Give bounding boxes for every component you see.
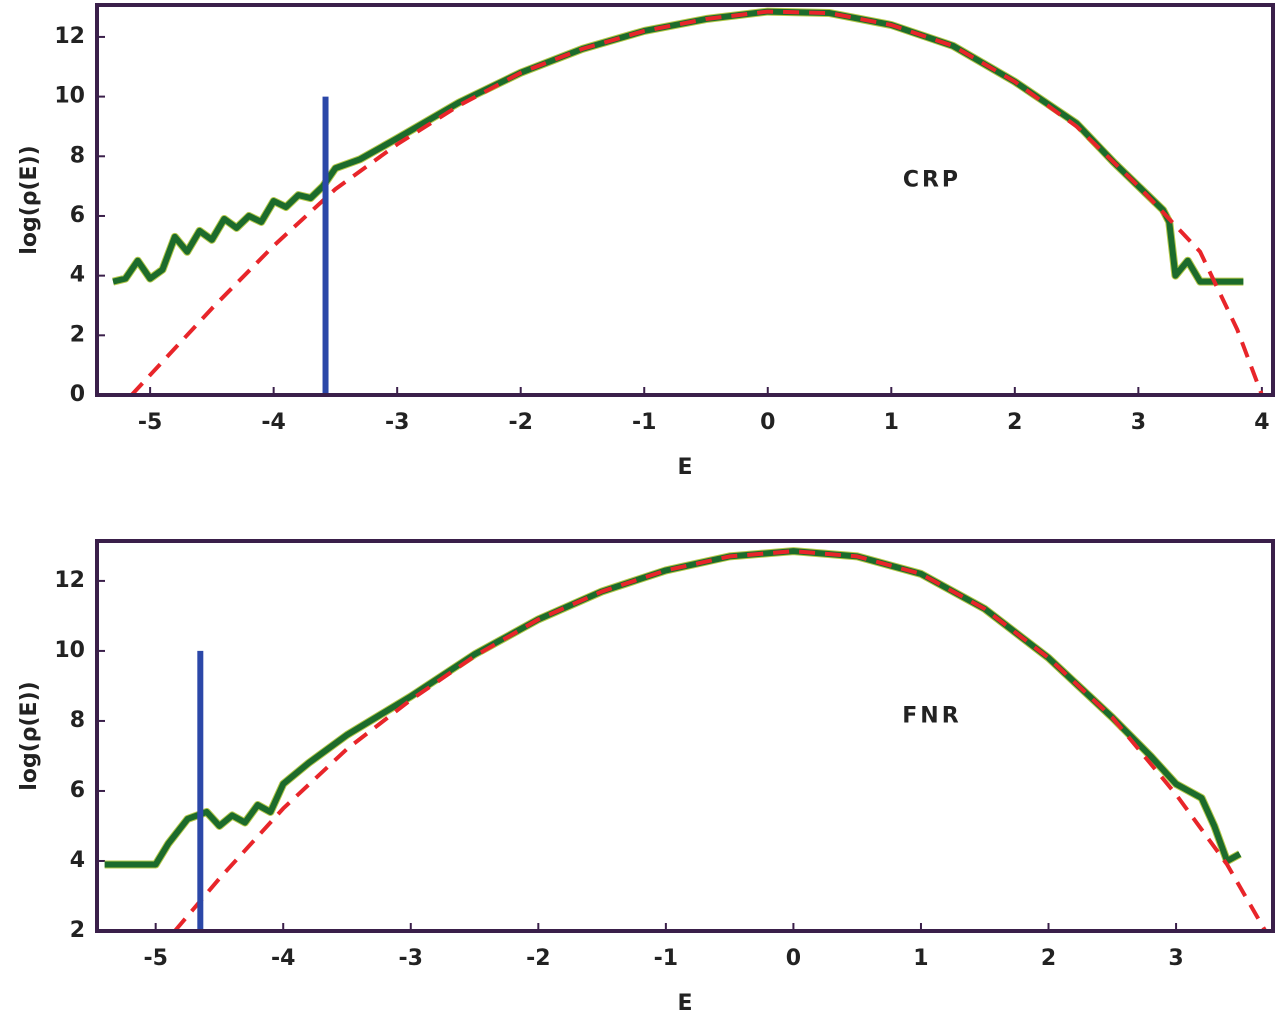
y-tick-label: 12 <box>54 568 85 593</box>
y-tick-label: 10 <box>54 638 85 663</box>
x-tick-label: -1 <box>654 946 678 971</box>
x-tick-label: 4 <box>1254 410 1269 435</box>
y-tick-label: 4 <box>70 263 85 288</box>
x-tick-label: -2 <box>508 410 532 435</box>
y-tick-label: 10 <box>54 84 85 109</box>
x-axis-label: E <box>677 455 692 480</box>
x-tick-label: -3 <box>385 410 409 435</box>
series-line <box>104 548 1242 868</box>
x-tick-label: 3 <box>1131 410 1146 435</box>
plot-frame <box>95 539 1275 933</box>
series-line <box>173 549 1268 933</box>
x-tick-label: 1 <box>913 946 928 971</box>
y-tick-label: 6 <box>70 778 85 803</box>
x-tick-label: -1 <box>632 410 656 435</box>
x-tick-label: -5 <box>143 946 167 971</box>
series-line <box>130 9 1264 397</box>
x-tick-label: -4 <box>261 410 285 435</box>
series-line-edge <box>112 7 1244 286</box>
x-tick-label: 1 <box>884 410 899 435</box>
plot-frame <box>95 3 1275 397</box>
x-tick-label: 0 <box>760 410 775 435</box>
x-axis-label: E <box>677 991 692 1016</box>
x-tick-label: 0 <box>786 946 801 971</box>
x-tick-label: -4 <box>271 946 295 971</box>
series-line-edge <box>104 547 1242 869</box>
y-tick-label: 2 <box>70 322 85 347</box>
x-tick-label: -3 <box>399 946 423 971</box>
x-tick-label: 2 <box>1007 410 1022 435</box>
series-line <box>112 8 1244 285</box>
annotation: CRP <box>903 168 961 193</box>
y-axis-label: log(ρ(E)) <box>17 681 42 790</box>
y-axis-label: log(ρ(E)) <box>17 145 42 254</box>
y-tick-label: 2 <box>70 918 85 943</box>
x-tick-label: 2 <box>1041 946 1056 971</box>
x-tick-label: 3 <box>1168 946 1183 971</box>
y-tick-label: 8 <box>70 143 85 168</box>
y-tick-label: 12 <box>54 24 85 49</box>
y-tick-label: 0 <box>70 382 85 407</box>
y-tick-label: 8 <box>70 708 85 733</box>
x-tick-label: -2 <box>526 946 550 971</box>
y-tick-label: 6 <box>70 203 85 228</box>
y-tick-label: 4 <box>70 848 85 873</box>
x-tick-label: -5 <box>138 410 162 435</box>
annotation: FNR <box>902 704 961 729</box>
